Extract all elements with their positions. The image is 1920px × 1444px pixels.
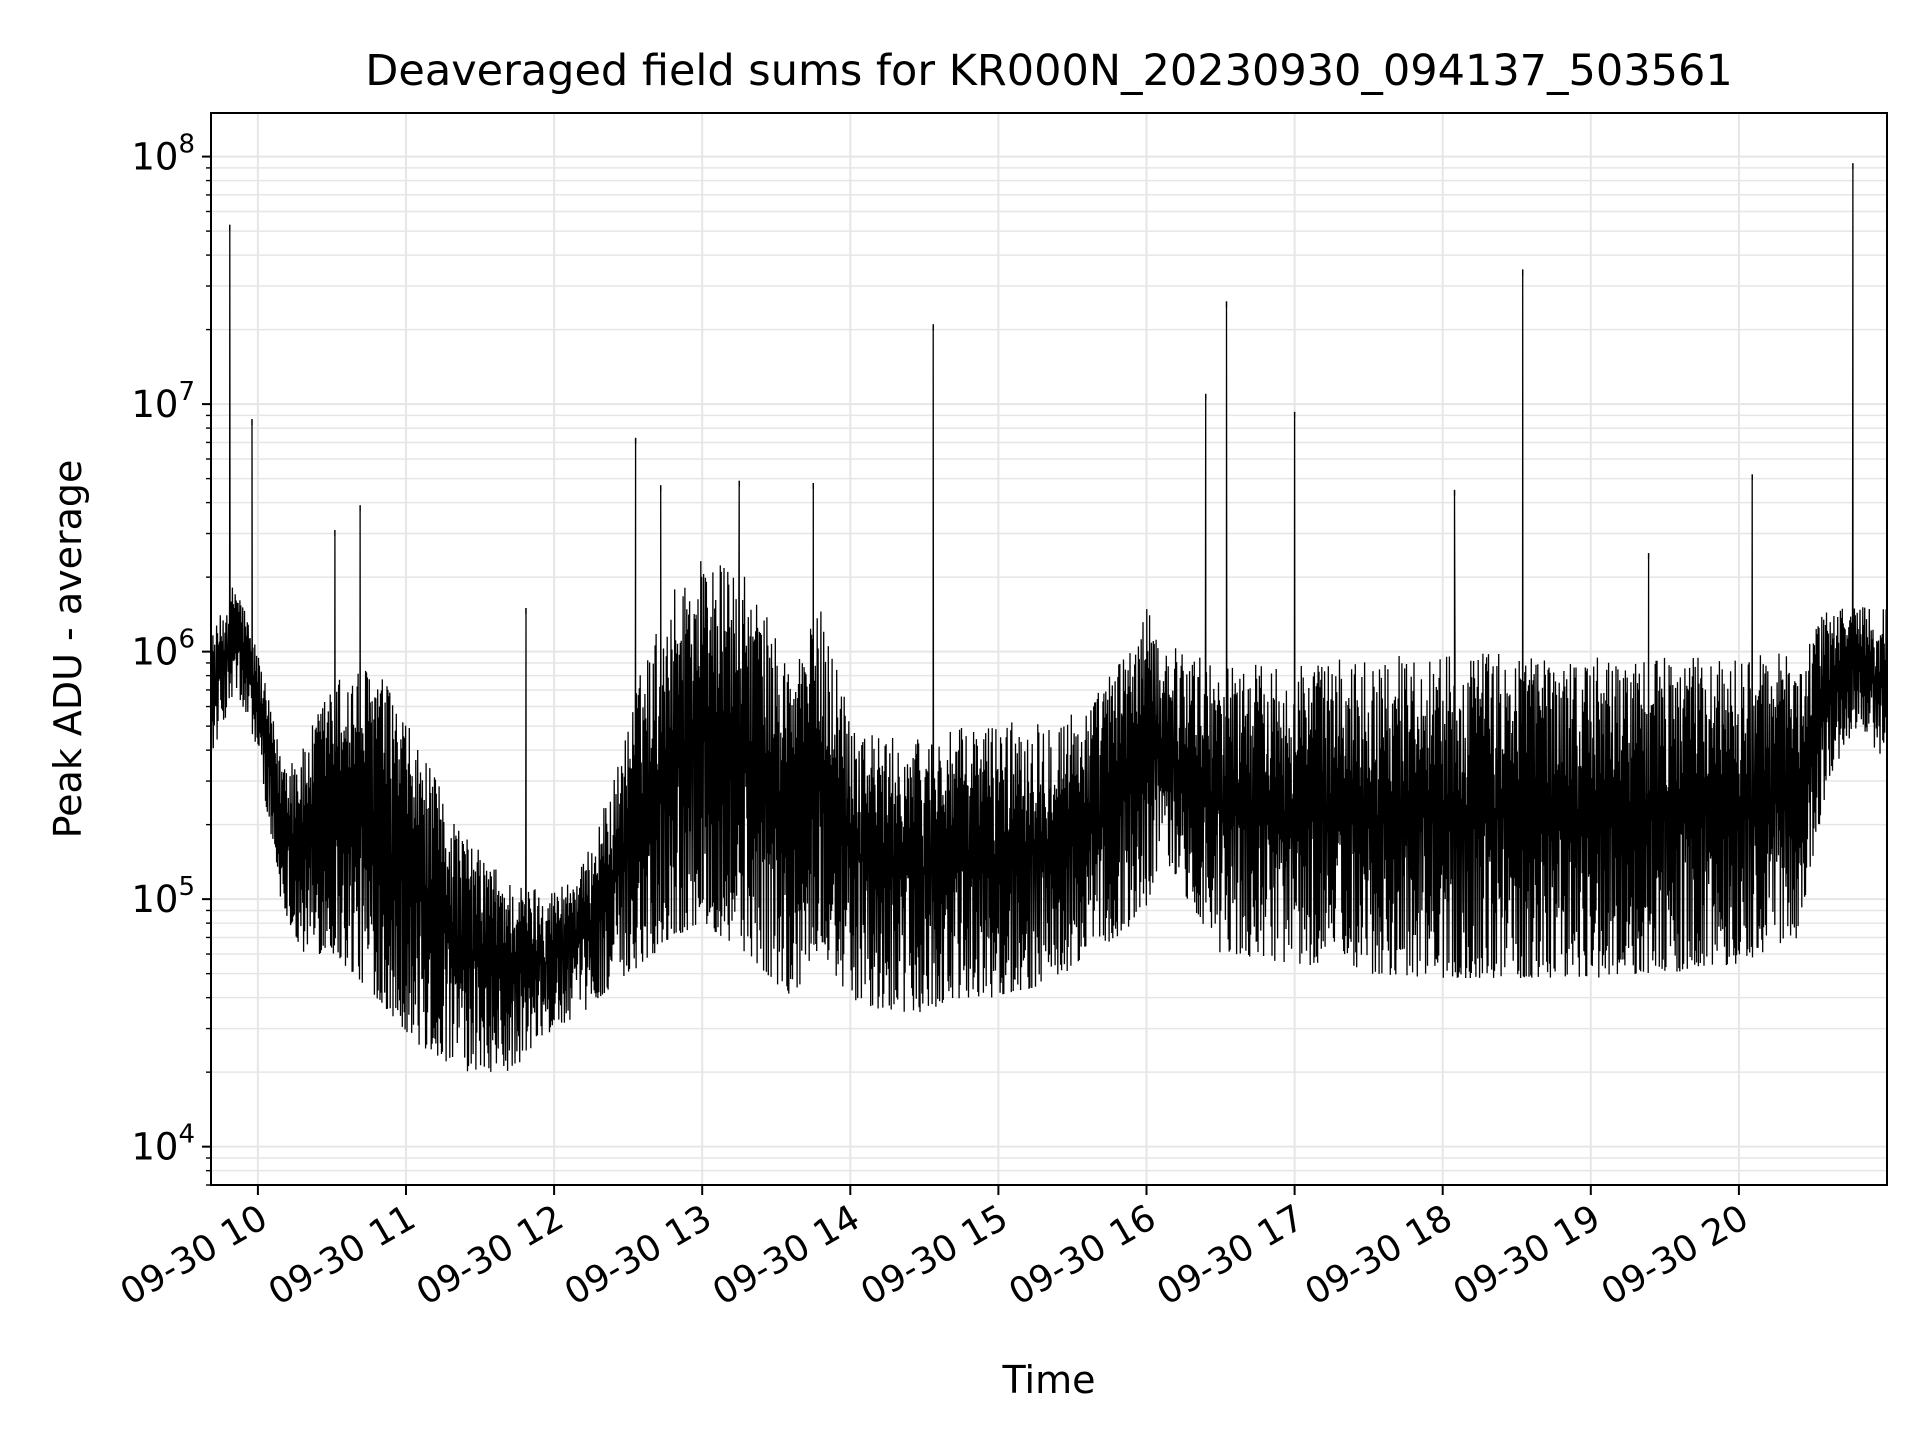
y-axis-ticks: 104 105 106 107 108 xyxy=(131,130,211,1186)
y-tick-label: 104 xyxy=(131,1120,195,1169)
chart-title: Deaveraged field sums for KR000N_2023093… xyxy=(365,46,1732,96)
y-tick-label: 106 xyxy=(131,625,195,674)
plot-area-frame xyxy=(210,112,1888,1186)
y-tick-label: 108 xyxy=(131,130,195,179)
y-axis-label: Peak ADU - average xyxy=(46,460,90,839)
y-tick-label: 107 xyxy=(131,377,195,426)
x-axis-label: Time xyxy=(1002,1358,1096,1402)
data-series xyxy=(210,163,1888,1072)
series-line xyxy=(210,163,1888,1072)
y-tick-label: 105 xyxy=(131,872,195,921)
